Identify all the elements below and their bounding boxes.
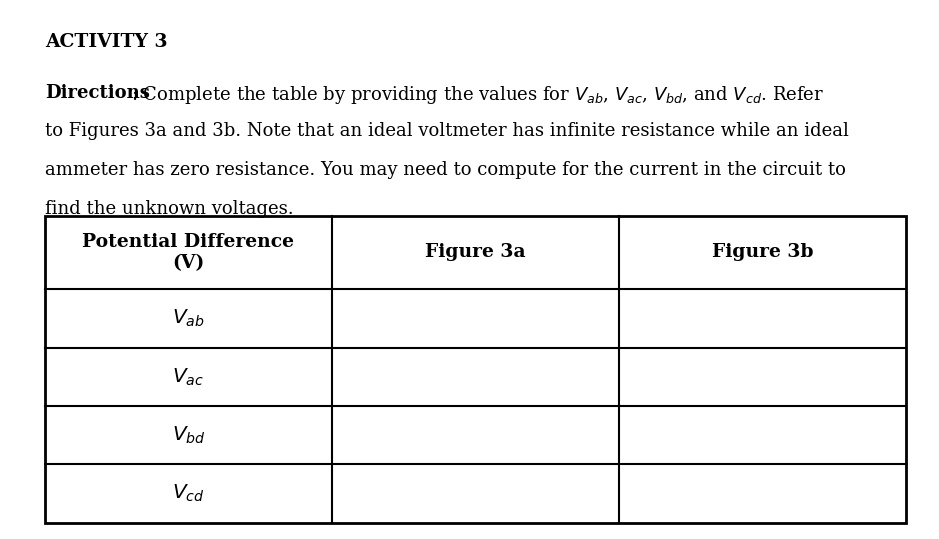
Text: $V_{bd}$: $V_{bd}$ <box>172 425 206 446</box>
Text: Potential Difference
(V): Potential Difference (V) <box>83 233 295 272</box>
Text: Directions: Directions <box>45 84 150 101</box>
Text: to Figures 3a and 3b. Note that an ideal voltmeter has infinite resistance while: to Figures 3a and 3b. Note that an ideal… <box>45 122 849 140</box>
Text: find the unknown voltages.: find the unknown voltages. <box>45 200 294 218</box>
Text: Figure 3a: Figure 3a <box>425 244 526 261</box>
Text: $V_{cd}$: $V_{cd}$ <box>172 483 205 505</box>
Text: $V_{ac}$: $V_{ac}$ <box>173 366 205 388</box>
Text: $V_{ab}$: $V_{ab}$ <box>172 308 205 329</box>
Text: Figure 3b: Figure 3b <box>712 244 813 261</box>
Text: ammeter has zero resistance. You may need to compute for the current in the circ: ammeter has zero resistance. You may nee… <box>45 161 846 179</box>
Bar <box>45 216 906 523</box>
Text: : Complete the table by providing the values for $V_{ab}$, $V_{ac}$, $V_{bd}$, a: : Complete the table by providing the va… <box>131 84 824 106</box>
Text: ACTIVITY 3: ACTIVITY 3 <box>45 33 168 51</box>
